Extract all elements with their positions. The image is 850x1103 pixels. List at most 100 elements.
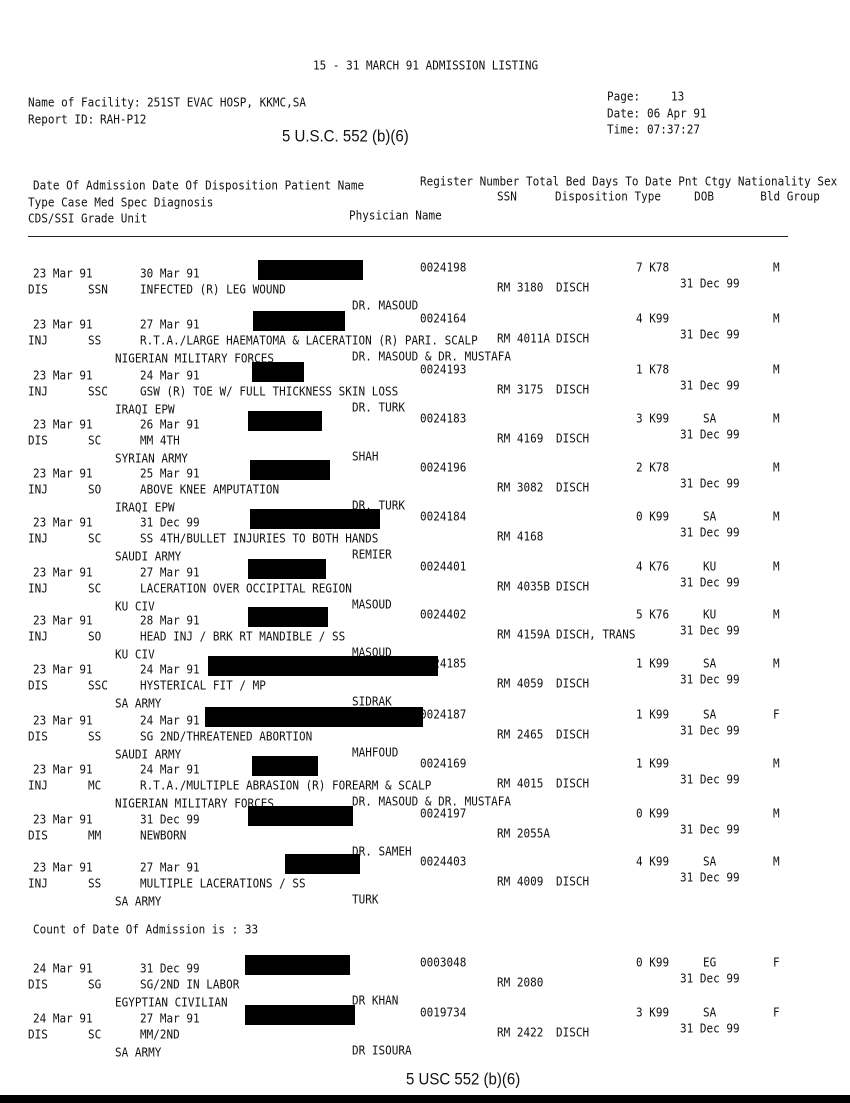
unit: IRAQI EPW xyxy=(115,500,175,515)
dob: 31 Dec 99 xyxy=(680,1021,740,1036)
redaction-box xyxy=(245,955,350,975)
admission-date: 23 Mar 91 xyxy=(33,266,93,281)
report-title: 15 - 31 MARCH 91 ADMISSION LISTING xyxy=(313,58,539,73)
register-number: 0024187 xyxy=(420,707,467,722)
admission-date: 23 Mar 91 xyxy=(33,713,93,728)
sex: M xyxy=(773,656,780,671)
page-label: Page: xyxy=(607,89,641,104)
disposition-date: 27 Mar 91 xyxy=(140,565,200,580)
admission-date: 23 Mar 91 xyxy=(33,565,93,580)
admission-date: 23 Mar 91 xyxy=(33,860,93,875)
unit: NIGERIAN MILITARY FORCES xyxy=(115,796,274,811)
register-number: 0024198 xyxy=(420,260,467,275)
physician-name: SHAH xyxy=(352,449,379,464)
unit: EGYPTIAN CIVILIAN xyxy=(115,995,228,1010)
record-row: 23 Mar 91 24 Mar 91 0024193 1 K78 M INJ SSC GSW… xyxy=(0,362,850,416)
bed-days-category: 0 K99 xyxy=(636,509,670,524)
report-date: 06 Apr 91 xyxy=(647,106,707,121)
nationality: EG xyxy=(703,955,717,970)
sex: M xyxy=(773,460,780,475)
sex: F xyxy=(773,707,780,722)
redaction-box xyxy=(248,559,326,579)
nationality: SA xyxy=(703,707,717,722)
diagnosis: R.T.A./MULTIPLE ABRASION (R) FOREARM & S… xyxy=(140,778,432,793)
record-row: 24 Mar 91 27 Mar 91 0019734 3 K99 SA F DIS SC MM… xyxy=(0,1005,850,1059)
admission-count: Count of Date Of Admission is : 33 xyxy=(33,922,259,937)
header-row2-left: Type Case Med Spec Diagnosis xyxy=(28,195,214,210)
diagnosis: LACERATION OVER OCCIPITAL REGION xyxy=(140,581,352,596)
register-number: 0024197 xyxy=(420,806,467,821)
disposition-type: DISCH xyxy=(556,1025,590,1040)
record-row: 23 Mar 91 30 Mar 91 0024198 7 K78 M DIS SSN INF… xyxy=(0,260,850,312)
unit: KU CIV xyxy=(115,647,155,662)
redaction-box xyxy=(208,656,438,676)
record-row: 23 Mar 91 24 Mar 91 0024169 1 K99 M INJ MC R.T.… xyxy=(0,756,850,811)
dob: 31 Dec 99 xyxy=(680,575,740,590)
nationality: SA xyxy=(703,411,717,426)
dob: 31 Dec 99 xyxy=(680,276,740,291)
bed-days-category: 3 K99 xyxy=(636,1005,670,1020)
disposition-date: 24 Mar 91 xyxy=(140,368,200,383)
record-row: 23 Mar 91 24 Mar 91 0024185 1 K99 SA M DIS SSC H… xyxy=(0,656,850,711)
nationality: KU xyxy=(703,607,717,622)
admission-date: 24 Mar 91 xyxy=(33,961,93,976)
unit: SA ARMY xyxy=(115,696,162,711)
diagnosis: SG/2ND IN LABOR xyxy=(140,977,240,992)
exemption-stamp-top: 5 U.S.C. 552 (b)(6) xyxy=(282,127,409,146)
physician-name: MAHFOUD xyxy=(352,745,399,760)
register-number: 0024183 xyxy=(420,411,467,426)
ssn-room: RM 2422 xyxy=(497,1025,544,1040)
bed-days-category: 4 K99 xyxy=(636,854,670,869)
type-case: INJ xyxy=(28,384,48,399)
record-row: 23 Mar 91 28 Mar 91 0024402 5 K76 KU M INJ SO HE… xyxy=(0,607,850,662)
diagnosis: HYSTERICAL FIT / MP xyxy=(140,678,266,693)
disposition-type: DISCH xyxy=(556,331,590,346)
nationality: SA xyxy=(703,656,717,671)
redaction-box xyxy=(245,1005,355,1025)
bed-days-category: 5 K76 xyxy=(636,607,670,622)
physician-name: REMIER xyxy=(352,547,392,562)
physician-name: DR KHAN xyxy=(352,993,399,1008)
diagnosis: INFECTED (R) LEG WOUND xyxy=(140,282,286,297)
med-spec: SC xyxy=(88,531,102,546)
admission-date: 23 Mar 91 xyxy=(33,417,93,432)
type-case: DIS xyxy=(28,729,48,744)
record-row: 23 Mar 91 31 Dec 99 0024197 0 K99 M DIS MM NEWB… xyxy=(0,806,850,858)
ssn-room: RM 4059 xyxy=(497,676,544,691)
admission-date: 23 Mar 91 xyxy=(33,613,93,628)
ssn-room: RM 4159A xyxy=(497,627,550,642)
type-case: INJ xyxy=(28,876,48,891)
header-ssn: SSN xyxy=(497,189,517,204)
redaction-box xyxy=(285,854,360,874)
disposition-type: DISCH xyxy=(556,431,590,446)
disposition-date: 25 Mar 91 xyxy=(140,466,200,481)
physician-name: SIDRAK xyxy=(352,694,392,709)
physician-name: TURK xyxy=(352,892,379,907)
diagnosis: SG 2ND/THREATENED ABORTION xyxy=(140,729,313,744)
disposition-date: 31 Dec 99 xyxy=(140,812,200,827)
ssn-room: RM 2465 xyxy=(497,727,544,742)
med-spec: SS xyxy=(88,333,102,348)
diagnosis: MULTIPLE LACERATIONS / SS xyxy=(140,876,306,891)
admission-date: 23 Mar 91 xyxy=(33,515,93,530)
disposition-date: 27 Mar 91 xyxy=(140,860,200,875)
disposition-date: 31 Dec 99 xyxy=(140,515,200,530)
dob: 31 Dec 99 xyxy=(680,327,740,342)
physician-name: MASOUD xyxy=(352,597,392,612)
diagnosis: SS 4TH/BULLET INJURIES TO BOTH HANDS xyxy=(140,531,379,546)
dob: 31 Dec 99 xyxy=(680,971,740,986)
admission-date: 23 Mar 91 xyxy=(33,762,93,777)
header-physician: Physician Name xyxy=(349,208,442,223)
disposition-type: DISCH xyxy=(556,280,590,295)
sex: M xyxy=(773,260,780,275)
disposition-date: 26 Mar 91 xyxy=(140,417,200,432)
ssn-room: RM 4009 xyxy=(497,874,544,889)
record-row: 23 Mar 91 26 Mar 91 0024183 3 K99 SA M DIS SC MM… xyxy=(0,411,850,465)
physician-name: MASOUD xyxy=(352,645,392,660)
page-number: 13 xyxy=(671,89,685,104)
dob: 31 Dec 99 xyxy=(680,525,740,540)
redaction-box xyxy=(252,756,318,776)
register-number: 0003048 xyxy=(420,955,467,970)
redaction-box xyxy=(252,362,304,382)
redaction-box xyxy=(248,411,322,431)
